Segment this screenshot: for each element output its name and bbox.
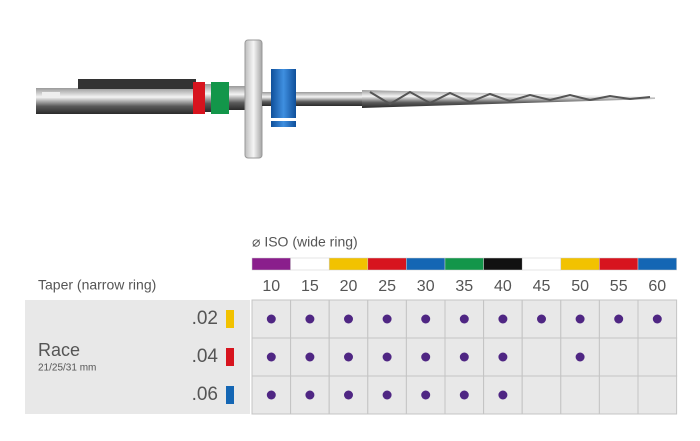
size-label: 25 [378,278,396,295]
dot [575,314,585,324]
dot [459,352,469,362]
size-label: 40 [494,278,512,295]
size-label: 20 [340,278,358,295]
cell [598,375,639,415]
size-label: 35 [455,278,473,295]
dot [575,352,585,362]
size-color [444,257,484,271]
size-color [483,257,523,271]
dot [498,352,508,362]
taper-color [226,348,234,366]
dot [305,352,315,362]
product-lengths: 21/25/31 mm [38,363,96,374]
size-color [328,257,369,271]
cell [598,337,639,377]
cell [637,375,678,415]
size-color [290,257,330,271]
taper-label: Taper (narrow ring) [38,277,156,293]
iso-label: ⌀ ISO (wide ring) [252,234,358,250]
dot [382,314,392,324]
dot [266,314,276,324]
size-label: 50 [571,278,589,295]
size-label: 10 [262,278,280,295]
taper-value: .04 [192,346,219,367]
size-label: 55 [610,278,628,295]
product-panel [25,300,250,414]
dot [421,390,431,400]
dot [652,314,662,324]
dot [266,390,276,400]
cell [521,375,562,415]
dot [459,314,469,324]
dot [421,352,431,362]
size-color [367,257,407,271]
size-color [521,257,562,271]
size-label: 15 [301,278,319,295]
dot [305,390,315,400]
dot [382,352,392,362]
dot [421,314,431,324]
cell [251,337,292,377]
dot [266,352,276,362]
size-color [637,257,677,271]
dot [498,390,508,400]
dot [344,352,353,362]
dot [459,390,469,400]
product-name: Race [38,340,80,360]
size-label: 30 [417,278,435,295]
dot [305,314,315,324]
file-illustration [36,39,655,159]
dot [344,314,353,324]
dot [498,314,508,324]
cell [521,337,562,377]
size-color [560,257,600,271]
dot [382,390,392,400]
size-label: 60 [648,278,666,295]
taper-color [226,386,234,404]
dot [344,390,353,400]
taper-value: .06 [192,384,218,405]
size-color [251,257,291,271]
size-color [599,257,639,271]
taper-value: .02 [192,308,218,329]
size-color [406,257,446,271]
dot [614,314,624,324]
cell [560,375,600,415]
taper-color [226,310,234,328]
size-label: 45 [533,278,551,295]
dot [537,314,546,324]
cell [637,337,678,377]
